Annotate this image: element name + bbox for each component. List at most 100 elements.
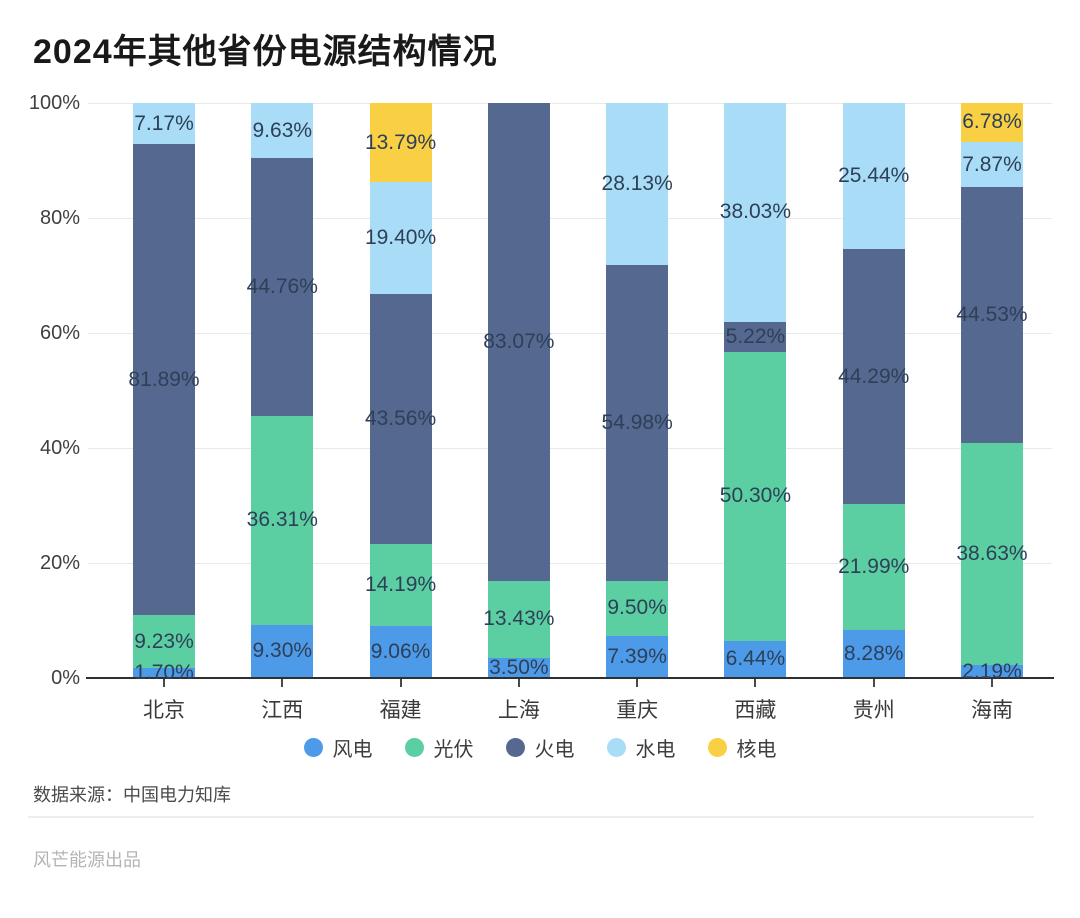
legend: 风电 光伏 火电 水电 核电 [25,733,1055,762]
bar-segment-江西-光伏[interactable] [251,415,314,625]
bar-segment-海南-光伏[interactable] [961,443,1023,666]
bar-segment-重庆-火电[interactable] [606,264,669,581]
bar-segment-贵州-光伏[interactable] [842,503,905,631]
bar-segment-重庆-光伏[interactable] [606,580,669,636]
bar-segment-上海-风电[interactable] [487,657,550,678]
gridline-20 [88,563,1052,564]
x-axis-line [86,677,1054,679]
bar-segment-上海-火电[interactable] [487,103,550,581]
bar-segment-海南-核电[interactable] [961,103,1023,142]
x-axis-category-label: 西藏 [734,699,777,722]
legend-item-火电[interactable]: 火电 [505,733,575,762]
legend-label: 水电 [635,739,676,761]
gridline-100 [88,103,1052,104]
segment-value-label: 5.22% [725,324,786,348]
bar-segment-福建-核电[interactable] [369,103,432,183]
segment-value-label: 7.17% [134,111,194,135]
bar-segment-重庆-风电[interactable] [606,635,669,678]
segment-value-label: 44.29% [838,364,910,388]
segment-value-label: 50.30% [719,484,792,508]
segment-value-label: 83.07% [483,329,555,353]
bar-segment-贵州-水电[interactable] [842,103,905,250]
segment-value-label: 7.87% [962,152,1022,176]
segment-value-label: 9.06% [370,639,431,663]
x-axis-tick [281,679,284,687]
x-axis-tick [991,679,993,687]
bar-segment-福建-火电[interactable] [369,293,432,545]
x-axis-tick [872,679,875,687]
x-axis-tick [399,679,402,687]
bar-segment-海南-水电[interactable] [961,141,1023,188]
segment-value-label: 9.23% [134,629,194,653]
brand-text: 风芒能源出品 [33,850,141,870]
segment-value-label: 38.63% [956,542,1028,566]
bar-segment-北京-火电[interactable] [133,144,195,616]
bar-segment-北京-水电[interactable] [133,103,195,145]
legend-swatch-icon [404,738,424,757]
legend-swatch-icon [707,738,727,757]
legend-item-风电[interactable]: 风电 [303,733,373,762]
legend-item-核电[interactable]: 核电 [707,733,777,762]
gridline-40 [88,448,1052,449]
gridline-80 [88,218,1052,219]
y-axis-label: 40% [39,437,80,459]
bar-segment-福建-风电[interactable] [369,625,432,678]
bar-segment-重庆-水电[interactable] [606,103,669,265]
bar-segment-福建-光伏[interactable] [369,544,432,626]
bar-segment-贵州-风电[interactable] [842,630,905,678]
y-axis-label: 20% [39,552,80,574]
gridline-60 [88,333,1052,334]
legend-label: 核电 [736,739,777,761]
segment-value-label: 1.70% [134,661,194,685]
bar-segment-海南-风电[interactable] [961,665,1023,678]
bar-segment-江西-风电[interactable] [251,624,314,678]
x-axis-category-label: 海南 [971,699,1013,722]
segment-value-label: 9.50% [607,596,667,620]
legend-item-水电[interactable]: 水电 [606,733,676,762]
bar-segment-北京-光伏[interactable] [133,615,195,669]
segment-value-label: 3.50% [489,655,549,679]
bar-segment-西藏-火电[interactable] [724,321,787,352]
x-axis-category-label: 上海 [497,699,540,722]
bar-segment-西藏-水电[interactable] [724,103,787,322]
bar-segment-福建-水电[interactable] [369,182,432,294]
segment-value-label: 36.31% [246,508,318,532]
legend-item-光伏[interactable]: 光伏 [404,733,474,762]
segment-value-label: 6.78% [962,110,1022,134]
legend-swatch-icon [505,738,525,757]
segment-value-label: 19.40% [364,226,437,250]
data-source-text: 数据来源：中国电力知库 [33,785,231,805]
segment-value-label: 8.28% [843,642,904,666]
bar-segment-西藏-风电[interactable] [724,640,787,678]
bar-segment-上海-光伏[interactable] [487,580,550,658]
segment-value-label: 6.44% [725,647,786,671]
x-axis-category-label: 重庆 [616,699,659,722]
segment-value-label: 43.56% [364,407,437,431]
legend-swatch-icon [606,738,626,757]
segment-value-label: 38.03% [719,200,792,224]
y-axis-label: 0% [51,667,80,689]
bar-segment-西藏-光伏[interactable] [724,351,787,641]
bar-segment-贵州-火电[interactable] [842,249,905,504]
x-axis-category-label: 江西 [261,699,304,722]
x-axis-tick [163,679,165,687]
y-axis-label: 100% [28,92,80,114]
x-axis-tick [636,679,639,687]
x-axis-tick [754,679,757,687]
segment-value-label: 2.19% [962,659,1022,683]
bar-segment-江西-火电[interactable] [251,158,314,416]
legend-label: 火电 [534,739,575,761]
segment-value-label: 25.44% [838,164,910,188]
legend-label: 风电 [332,739,373,761]
bar-segment-北京-风电[interactable] [133,668,195,678]
segment-value-label: 9.30% [252,639,313,663]
chart-title: 2024年其他省份电源结构情况 [33,33,498,71]
x-axis-category-label: 北京 [143,699,185,722]
segment-value-label: 14.19% [364,573,437,597]
bar-segment-海南-火电[interactable] [961,187,1023,444]
bar-segment-江西-水电[interactable] [251,103,314,159]
segment-value-label: 7.39% [607,644,667,668]
segment-value-label: 81.89% [128,367,200,391]
legend-swatch-icon [303,738,323,757]
